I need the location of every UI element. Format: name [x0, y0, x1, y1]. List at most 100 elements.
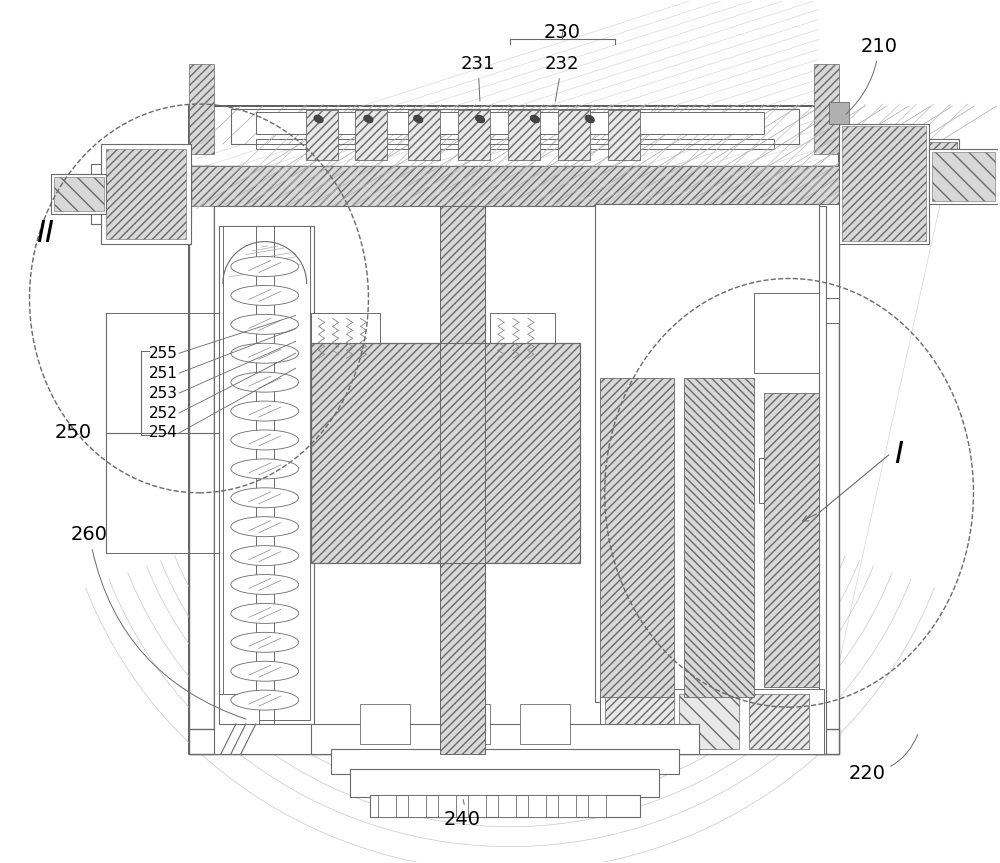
Bar	[219, 694, 259, 724]
Bar	[189, 166, 214, 754]
Bar	[468, 795, 486, 816]
Text: 240: 240	[444, 799, 481, 829]
Bar	[256, 225, 274, 724]
Ellipse shape	[231, 286, 299, 306]
Bar	[101, 144, 191, 243]
Text: I: I	[894, 440, 903, 469]
Ellipse shape	[231, 690, 299, 710]
Bar	[809, 204, 839, 304]
Bar	[600, 378, 674, 697]
Bar	[223, 225, 310, 720]
Bar	[679, 694, 739, 749]
Bar	[350, 769, 659, 797]
Bar	[311, 343, 580, 563]
Text: 230: 230	[543, 22, 580, 41]
Ellipse shape	[231, 488, 299, 507]
Ellipse shape	[231, 633, 299, 652]
Text: 232: 232	[545, 55, 579, 101]
Bar	[558, 795, 576, 816]
Text: II: II	[36, 219, 54, 249]
Bar	[231, 109, 799, 144]
Bar	[829, 102, 849, 124]
Bar	[458, 110, 490, 160]
Bar	[306, 110, 338, 160]
Bar	[605, 694, 674, 749]
Bar	[689, 692, 749, 742]
Bar	[558, 110, 590, 160]
Bar	[839, 139, 959, 173]
Bar	[839, 124, 929, 243]
Bar	[360, 704, 410, 744]
Bar	[189, 166, 839, 205]
Bar	[189, 729, 839, 754]
Text: 255: 255	[149, 346, 178, 361]
Ellipse shape	[364, 115, 373, 123]
Ellipse shape	[231, 343, 299, 363]
Ellipse shape	[231, 661, 299, 681]
Bar	[106, 149, 186, 239]
Bar	[754, 293, 819, 373]
Ellipse shape	[475, 115, 485, 123]
Bar	[588, 795, 606, 816]
Ellipse shape	[314, 115, 323, 123]
Text: 250: 250	[55, 424, 92, 443]
Bar	[189, 166, 839, 205]
Bar	[219, 225, 314, 724]
Bar	[528, 795, 546, 816]
Text: 220: 220	[848, 734, 918, 784]
Bar	[91, 173, 191, 209]
Bar	[408, 110, 440, 160]
Bar	[101, 144, 191, 243]
Text: 252: 252	[149, 406, 178, 420]
Bar	[214, 205, 826, 754]
Bar	[231, 109, 799, 144]
Bar	[814, 64, 839, 154]
Bar	[814, 166, 839, 754]
Ellipse shape	[585, 115, 594, 123]
Bar	[311, 313, 380, 363]
Bar	[749, 694, 809, 749]
Ellipse shape	[231, 430, 299, 450]
Ellipse shape	[231, 459, 299, 479]
Bar	[51, 173, 106, 214]
Bar	[440, 205, 485, 754]
Bar	[508, 110, 540, 160]
Bar	[189, 106, 839, 754]
Bar	[600, 690, 824, 754]
Ellipse shape	[414, 115, 423, 123]
Bar	[256, 139, 774, 149]
Text: 254: 254	[149, 425, 178, 440]
Bar	[378, 795, 396, 816]
Bar	[370, 795, 640, 816]
Bar	[932, 152, 995, 201]
Bar	[490, 313, 555, 363]
Bar	[438, 795, 456, 816]
Text: 231: 231	[461, 55, 495, 101]
Bar	[440, 205, 485, 754]
Bar	[91, 164, 191, 224]
Bar	[498, 795, 516, 816]
Ellipse shape	[231, 545, 299, 565]
Ellipse shape	[530, 115, 540, 123]
Ellipse shape	[231, 603, 299, 623]
Bar	[608, 110, 640, 160]
Bar	[842, 126, 926, 241]
Text: 253: 253	[149, 386, 178, 400]
Bar	[759, 458, 814, 503]
Bar	[600, 692, 679, 742]
Bar	[189, 64, 214, 154]
Ellipse shape	[231, 372, 299, 392]
Text: 210: 210	[846, 37, 897, 114]
Ellipse shape	[231, 575, 299, 595]
Ellipse shape	[231, 517, 299, 537]
Bar	[929, 149, 998, 204]
Bar	[355, 110, 387, 160]
Bar	[94, 176, 189, 205]
Bar	[779, 299, 839, 324]
Ellipse shape	[231, 401, 299, 421]
Bar	[331, 749, 679, 774]
Bar	[256, 112, 764, 134]
Bar	[842, 142, 957, 171]
Bar	[311, 724, 699, 754]
Bar	[520, 704, 570, 744]
